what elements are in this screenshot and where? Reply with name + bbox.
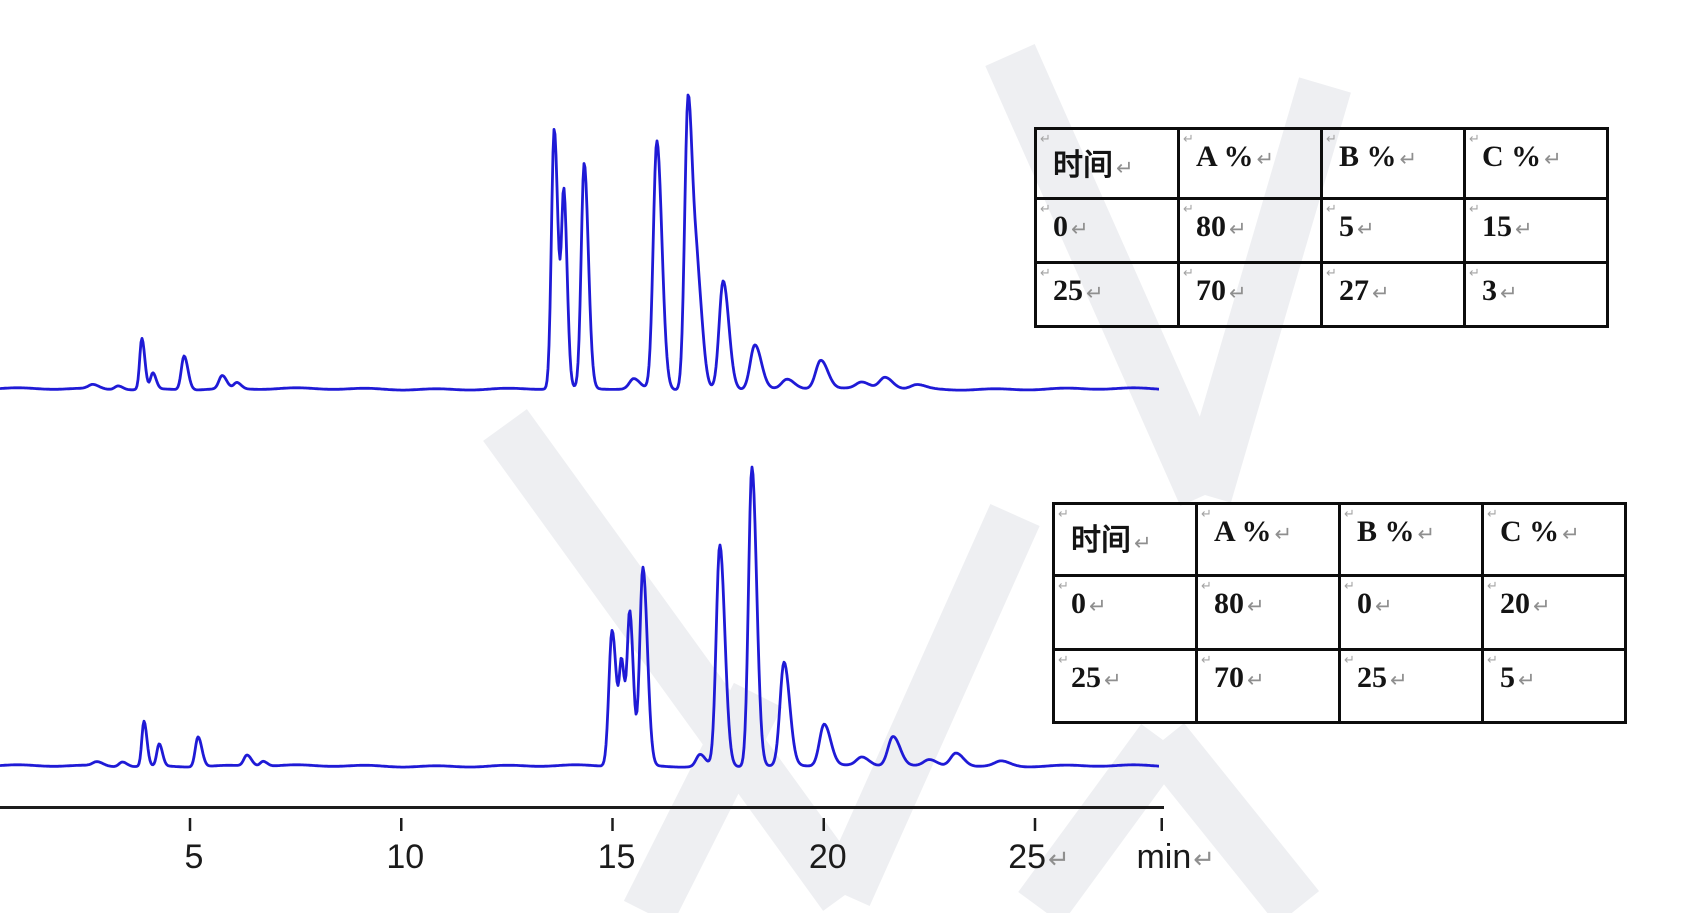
axis-unit-label: min↵ (1136, 838, 1215, 877)
cell-corner-mark: ↵ (1344, 578, 1355, 594)
table-cell: ↵0↵ (1054, 576, 1197, 650)
table-row: ↵时间↵ ↵A %↵ ↵B %↵ ↵C %↵ (1054, 504, 1626, 576)
paragraph-mark: ↵ (1071, 218, 1089, 241)
table-header-cell: ↵C %↵ (1483, 504, 1626, 576)
paragraph-mark: ↵ (1193, 844, 1215, 874)
cell-corner-mark: ↵ (1469, 201, 1480, 217)
cell-corner-mark: ↵ (1487, 652, 1498, 668)
table-header-cell: ↵时间↵ (1054, 504, 1197, 576)
axis-tick-label-15: 15 (598, 838, 636, 877)
paragraph-mark: ↵ (1533, 595, 1551, 618)
table-cell: ↵25↵ (1340, 650, 1483, 723)
paragraph-mark: ↵ (1390, 669, 1408, 692)
paragraph-mark: ↵ (1229, 218, 1247, 241)
table-cell: ↵25↵ (1054, 650, 1197, 723)
cell-corner-mark: ↵ (1326, 131, 1337, 147)
table-cell: ↵70↵ (1197, 650, 1340, 723)
paragraph-mark: ↵ (1048, 844, 1070, 874)
axis-tick-label-10: 10 (386, 838, 424, 877)
table-cell: ↵25↵ (1036, 263, 1179, 327)
cell-corner-mark: ↵ (1469, 131, 1480, 147)
table-row: ↵0↵ ↵80↵ ↵0↵ ↵20↵ (1054, 576, 1626, 650)
cell-corner-mark: ↵ (1344, 506, 1355, 522)
document-page: 5 10 15 20 25↵ min↵ ↵时间↵ ↵A %↵ ↵B %↵ ↵C %↵ ↵0… (0, 0, 1693, 913)
gradient-table-1: ↵时间↵ ↵A %↵ ↵B %↵ ↵C %↵ ↵0↵ ↵80↵ ↵5↵ ↵15↵… (1034, 127, 1609, 328)
cell-corner-mark: ↵ (1040, 201, 1051, 217)
cell-corner-mark: ↵ (1487, 578, 1498, 594)
cell-corner-mark: ↵ (1326, 201, 1337, 217)
paragraph-mark: ↵ (1515, 218, 1533, 241)
axis-tick-label-20: 20 (809, 838, 847, 877)
cell-corner-mark: ↵ (1201, 652, 1212, 668)
axis-tick-label-25: 25↵ (1008, 838, 1070, 877)
table-cell: ↵0↵ (1036, 199, 1179, 263)
cell-corner-mark: ↵ (1201, 506, 1212, 522)
table-cell: ↵15↵ (1465, 199, 1608, 263)
paragraph-mark: ↵ (1275, 523, 1293, 546)
cell-corner-mark: ↵ (1183, 201, 1194, 217)
axis-tick-label-5: 5 (185, 838, 204, 877)
paragraph-mark: ↵ (1247, 669, 1265, 692)
paragraph-mark: ↵ (1372, 282, 1390, 305)
paragraph-mark: ↵ (1257, 148, 1275, 171)
cell-corner-mark: ↵ (1183, 265, 1194, 281)
paragraph-mark: ↵ (1544, 148, 1562, 171)
table-cell: ↵5↵ (1322, 199, 1465, 263)
cell-corner-mark: ↵ (1183, 131, 1194, 147)
table-row: ↵25↵ ↵70↵ ↵25↵ ↵5↵ (1054, 650, 1626, 723)
paragraph-mark: ↵ (1500, 282, 1518, 305)
paragraph-mark: ↵ (1116, 157, 1134, 180)
table-cell: ↵0↵ (1340, 576, 1483, 650)
paragraph-mark: ↵ (1104, 669, 1122, 692)
table-header-cell: ↵时间↵ (1036, 129, 1179, 199)
table-cell: ↵70↵ (1179, 263, 1322, 327)
table-header-cell: ↵B %↵ (1340, 504, 1483, 576)
paragraph-mark: ↵ (1418, 523, 1436, 546)
paragraph-mark: ↵ (1400, 148, 1418, 171)
table-row: ↵25↵ ↵70↵ ↵27↵ ↵3↵ (1036, 263, 1608, 327)
paragraph-mark: ↵ (1247, 595, 1265, 618)
cell-corner-mark: ↵ (1326, 265, 1337, 281)
table-cell: ↵3↵ (1465, 263, 1608, 327)
paragraph-mark: ↵ (1086, 282, 1104, 305)
cell-corner-mark: ↵ (1058, 506, 1069, 522)
cell-corner-mark: ↵ (1487, 506, 1498, 522)
table-cell: ↵80↵ (1179, 199, 1322, 263)
cell-corner-mark: ↵ (1040, 265, 1051, 281)
table-cell: ↵80↵ (1197, 576, 1340, 650)
paragraph-mark: ↵ (1134, 532, 1152, 555)
table-cell: ↵27↵ (1322, 263, 1465, 327)
paragraph-mark: ↵ (1357, 218, 1375, 241)
paragraph-mark: ↵ (1375, 595, 1393, 618)
table-cell: ↵5↵ (1483, 650, 1626, 723)
cell-corner-mark: ↵ (1201, 578, 1212, 594)
paragraph-mark: ↵ (1518, 669, 1536, 692)
table-header-cell: ↵C %↵ (1465, 129, 1608, 199)
paragraph-mark: ↵ (1562, 523, 1580, 546)
gradient-table-2: ↵时间↵ ↵A %↵ ↵B %↵ ↵C %↵ ↵0↵ ↵80↵ ↵0↵ ↵20↵… (1052, 502, 1627, 724)
paragraph-mark: ↵ (1229, 282, 1247, 305)
cell-corner-mark: ↵ (1058, 578, 1069, 594)
table-header-cell: ↵A %↵ (1197, 504, 1340, 576)
chromatogram-trace-top (0, 95, 1159, 390)
table-header-cell: ↵A %↵ (1179, 129, 1322, 199)
paragraph-mark: ↵ (1089, 595, 1107, 618)
table-cell: ↵20↵ (1483, 576, 1626, 650)
table-header-cell: ↵B %↵ (1322, 129, 1465, 199)
table-row: ↵0↵ ↵80↵ ↵5↵ ↵15↵ (1036, 199, 1608, 263)
cell-corner-mark: ↵ (1469, 265, 1480, 281)
cell-corner-mark: ↵ (1040, 131, 1051, 147)
cell-corner-mark: ↵ (1344, 652, 1355, 668)
table-row: ↵时间↵ ↵A %↵ ↵B %↵ ↵C %↵ (1036, 129, 1608, 199)
cell-corner-mark: ↵ (1058, 652, 1069, 668)
